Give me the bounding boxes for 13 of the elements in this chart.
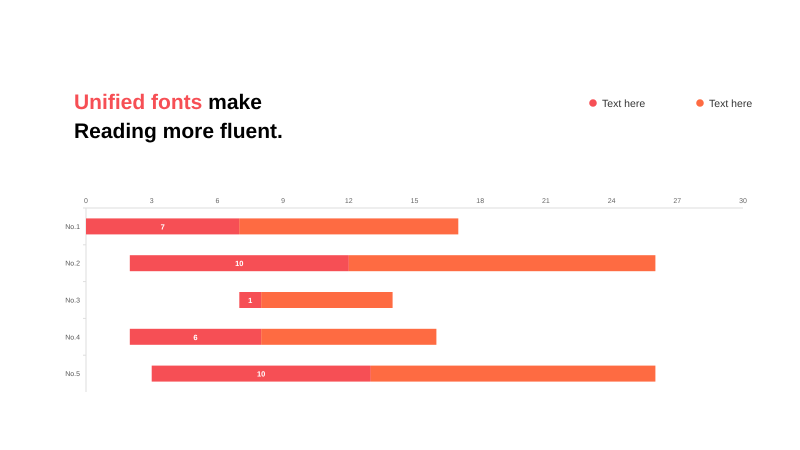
- bar: [261, 328, 436, 345]
- bar: [239, 218, 458, 234]
- bar: [130, 328, 262, 345]
- bar: [370, 366, 656, 382]
- bar: [86, 218, 240, 234]
- bar: [348, 255, 656, 272]
- bar: [239, 292, 262, 308]
- chart-title: Unified fonts make Reading more fluent.: [74, 91, 283, 143]
- bar: [261, 292, 393, 308]
- legend-label: Text here: [602, 98, 646, 110]
- legend-label: Text here: [709, 98, 752, 110]
- bar: [130, 255, 349, 272]
- bar: [152, 366, 371, 382]
